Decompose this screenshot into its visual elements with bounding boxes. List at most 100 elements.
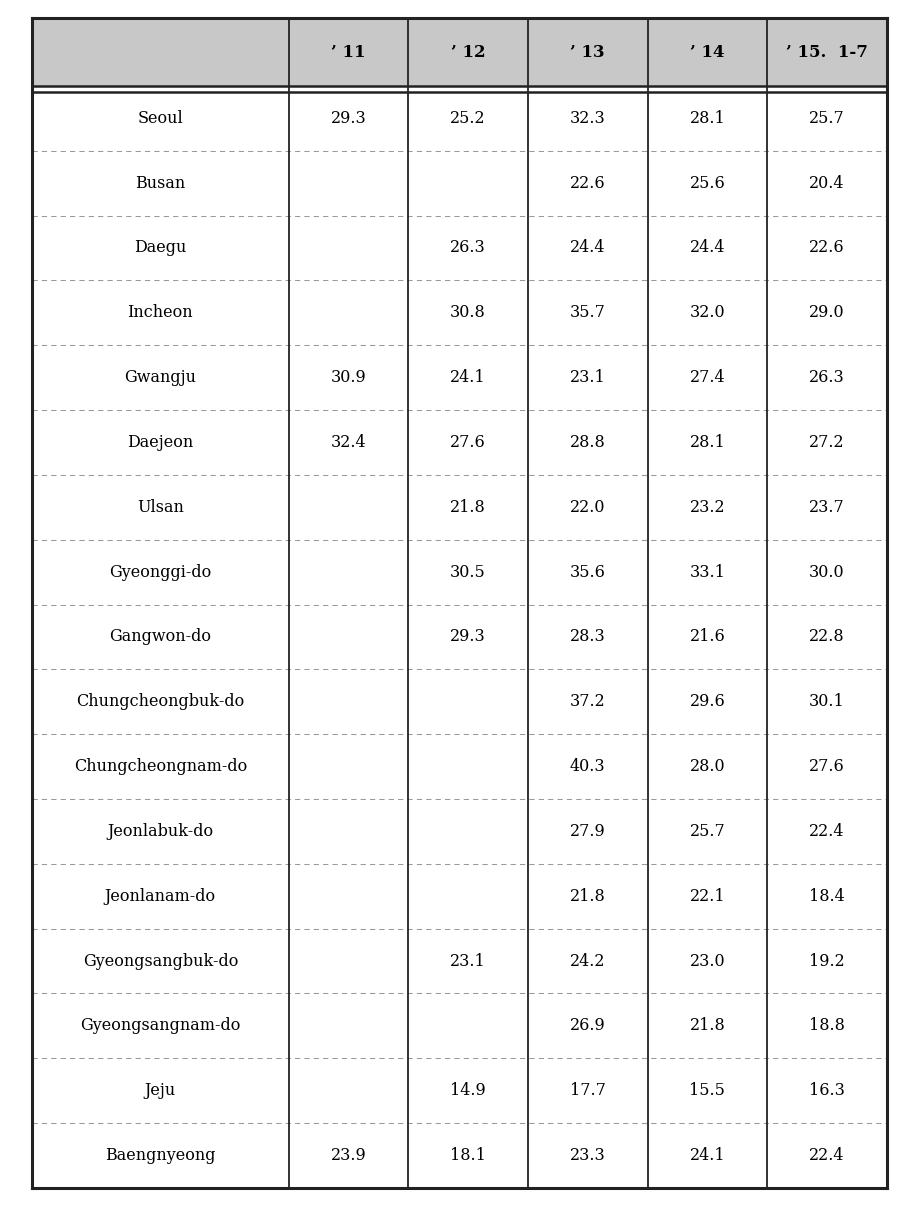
Bar [32,669,289,734]
Bar [32,929,289,994]
Bar [528,151,648,216]
Bar [289,151,408,216]
Bar [528,540,648,604]
Text: 24.1: 24.1 [450,369,486,386]
Bar [32,800,289,863]
Bar [408,281,528,345]
Text: 25.2: 25.2 [450,110,486,127]
Bar [528,18,648,86]
Bar [289,345,408,410]
Bar [289,994,408,1059]
Text: 33.1: 33.1 [689,563,725,580]
Bar [767,540,887,604]
Text: 22.4: 22.4 [810,1147,845,1164]
Text: 30.9: 30.9 [331,369,367,386]
Bar [289,929,408,994]
Bar [32,1059,289,1123]
Text: 24.4: 24.4 [570,240,606,257]
Bar [289,18,408,86]
Bar [648,281,767,345]
Text: 21.8: 21.8 [570,888,606,904]
Bar [528,800,648,863]
Bar [648,994,767,1059]
Bar [32,345,289,410]
Bar [767,18,887,86]
Bar [289,540,408,604]
Text: Baengnyeong: Baengnyeong [105,1147,216,1164]
Bar [528,86,648,151]
Text: 37.2: 37.2 [570,693,606,710]
Text: 23.1: 23.1 [450,953,486,970]
Bar [648,1123,767,1188]
Text: 15.5: 15.5 [689,1082,725,1099]
Text: 23.3: 23.3 [570,1147,606,1164]
Bar [767,669,887,734]
Text: ’ 14: ’ 14 [690,43,724,60]
Text: Gyeongsangbuk-do: Gyeongsangbuk-do [83,953,238,970]
Bar [528,216,648,281]
Text: 25.7: 25.7 [689,822,725,839]
Text: 20.4: 20.4 [810,175,845,192]
Text: 22.6: 22.6 [810,240,845,257]
Bar [289,1123,408,1188]
Bar [289,410,408,475]
Text: 16.3: 16.3 [809,1082,845,1099]
Text: 18.1: 18.1 [450,1147,486,1164]
Bar [289,604,408,669]
Text: Seoul: Seoul [138,110,183,127]
Text: 28.1: 28.1 [689,110,725,127]
Text: 29.3: 29.3 [331,110,367,127]
Bar [767,994,887,1059]
Text: 35.7: 35.7 [570,304,606,321]
Bar [408,345,528,410]
Bar [767,604,887,669]
Bar [408,669,528,734]
Bar [32,151,289,216]
Text: 22.0: 22.0 [570,499,606,516]
Bar [408,86,528,151]
Text: Chungcheongnam-do: Chungcheongnam-do [74,759,247,775]
Text: 27.2: 27.2 [810,434,845,451]
Bar [32,475,289,540]
Text: Jeonlabuk-do: Jeonlabuk-do [108,822,213,839]
Bar [648,86,767,151]
Text: 24.4: 24.4 [689,240,725,257]
Text: 19.2: 19.2 [809,953,845,970]
Text: ’ 12: ’ 12 [450,43,485,60]
Text: 22.4: 22.4 [810,822,845,839]
Text: 21.6: 21.6 [689,628,725,645]
Text: 29.6: 29.6 [689,693,725,710]
Text: Gyeonggi-do: Gyeonggi-do [109,563,211,580]
Bar [648,734,767,800]
Bar [289,86,408,151]
Text: Ulsan: Ulsan [137,499,184,516]
Text: 26.3: 26.3 [450,240,486,257]
Text: Gwangju: Gwangju [124,369,197,386]
Text: 27.6: 27.6 [450,434,486,451]
Bar [767,216,887,281]
Bar [767,475,887,540]
Bar [408,151,528,216]
Bar [408,604,528,669]
Text: 23.7: 23.7 [809,499,845,516]
Bar [289,669,408,734]
Text: Jeonlanam-do: Jeonlanam-do [105,888,216,904]
Bar [528,410,648,475]
Bar [32,994,289,1059]
Bar [32,18,289,86]
Bar [408,994,528,1059]
Bar [528,1059,648,1123]
Text: 28.1: 28.1 [689,434,725,451]
Bar [528,929,648,994]
Text: Jeju: Jeju [144,1082,176,1099]
Text: 21.8: 21.8 [450,499,486,516]
Bar [408,18,528,86]
Bar [408,800,528,863]
Bar [767,345,887,410]
Text: 29.0: 29.0 [810,304,845,321]
Bar [289,216,408,281]
Bar [767,86,887,151]
Text: Busan: Busan [135,175,186,192]
Text: 32.4: 32.4 [331,434,366,451]
Bar [289,281,408,345]
